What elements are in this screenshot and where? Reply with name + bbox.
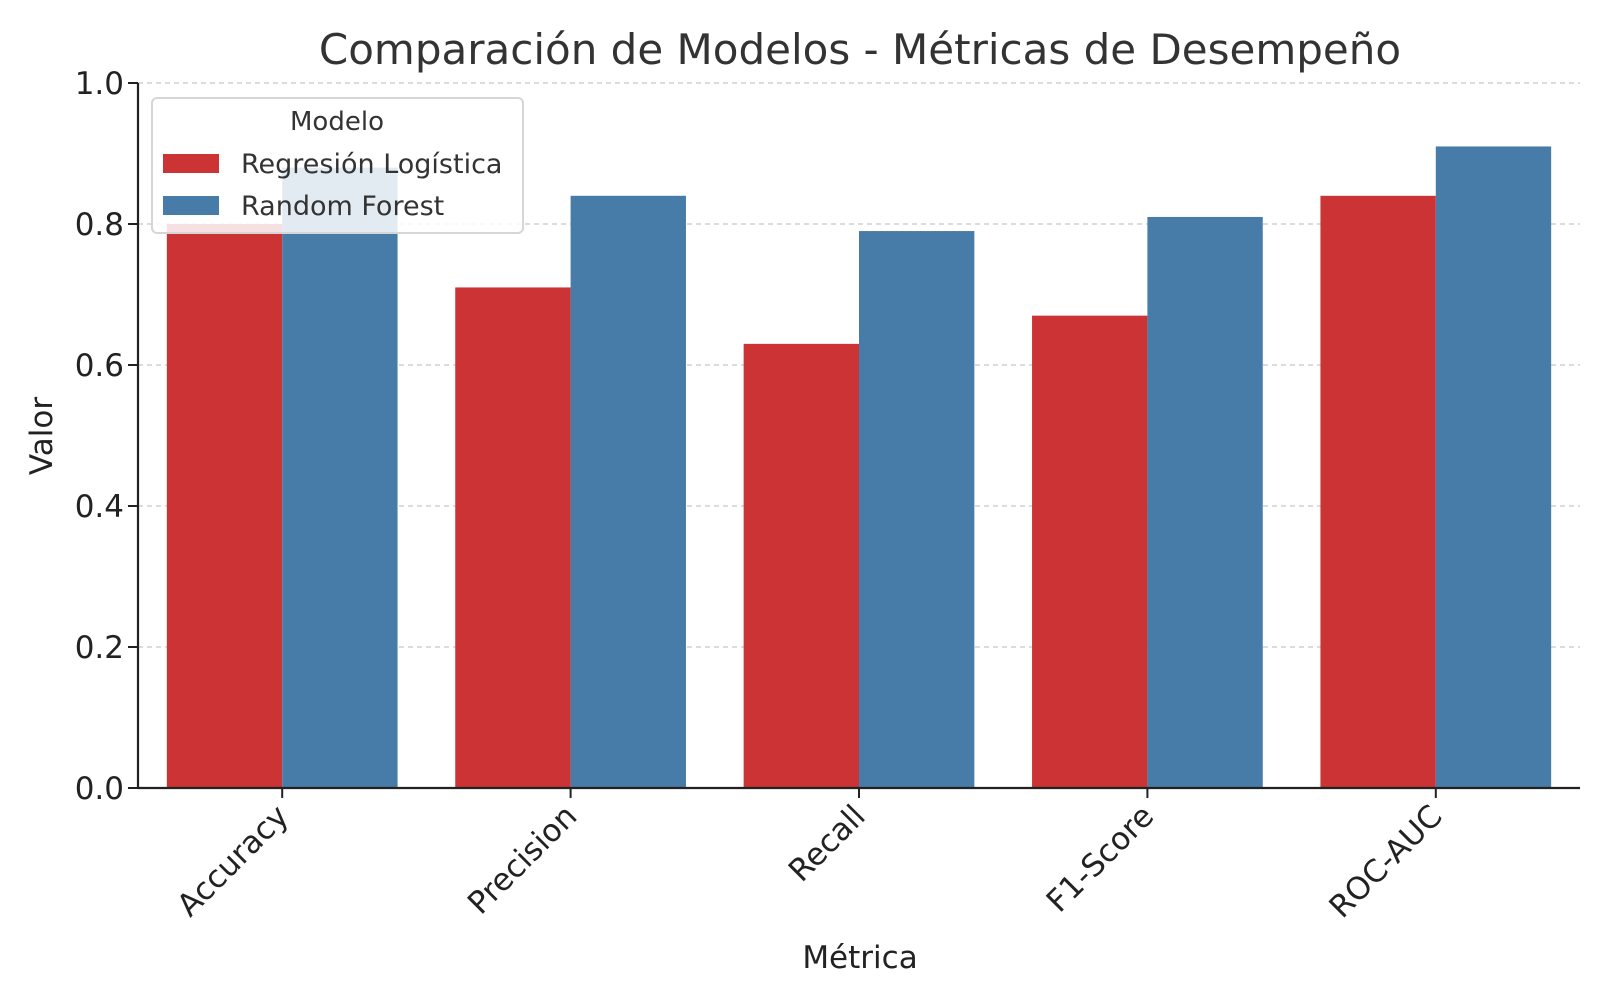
y-tick-label: 0.0 bbox=[75, 771, 124, 807]
x-axis-label: Métrica bbox=[802, 940, 917, 976]
y-axis-label: Valor bbox=[24, 397, 60, 475]
legend-label-random-forest: Random Forest bbox=[241, 191, 444, 222]
x-tick-label: Recall bbox=[782, 798, 873, 889]
bar-random-forest-precision bbox=[570, 195, 686, 789]
bar-random-forest-accuracy bbox=[282, 167, 398, 789]
legend-label-logistic: Regresión Logística bbox=[241, 149, 502, 180]
bar-random-forest-f1-score bbox=[1147, 216, 1263, 788]
bars bbox=[166, 146, 1552, 789]
x-tick-label: Accuracy bbox=[170, 798, 296, 924]
legend-title: Modelo bbox=[290, 107, 384, 137]
x-ticks: Accuracy Precision Recall F1-Score ROC-AUC bbox=[170, 788, 1449, 925]
y-tick-label: 0.8 bbox=[75, 207, 124, 243]
legend-swatch-logistic bbox=[163, 154, 219, 173]
bar-random-forest-roc-auc bbox=[1435, 146, 1552, 788]
y-tick-label: 0.2 bbox=[75, 630, 124, 666]
y-ticks: 0.0 0.2 0.4 0.6 0.8 1.0 bbox=[75, 66, 138, 807]
bar-random-forest-recall bbox=[859, 231, 975, 789]
x-tick-label: ROC-AUC bbox=[1322, 798, 1449, 925]
y-tick-label: 1.0 bbox=[75, 66, 124, 102]
x-tick-label: F1-Score bbox=[1040, 798, 1161, 919]
bar-logistic-recall bbox=[743, 343, 859, 788]
bar-logistic-precision bbox=[455, 287, 571, 788]
legend-box bbox=[151, 97, 524, 234]
bar-logistic-f1-score bbox=[1032, 315, 1148, 788]
y-tick-label: 0.6 bbox=[75, 348, 124, 384]
x-tick-label: Precision bbox=[461, 798, 584, 921]
y-tick-label: 0.4 bbox=[75, 489, 124, 525]
legend-swatch-random-forest bbox=[163, 196, 219, 215]
bar-logistic-accuracy bbox=[166, 224, 283, 788]
bar-logistic-roc-auc bbox=[1320, 195, 1436, 789]
chart-title: Comparación de Modelos - Métricas de Des… bbox=[319, 25, 1401, 74]
legend: Modelo Regresión Logística Random Forest bbox=[151, 97, 524, 234]
